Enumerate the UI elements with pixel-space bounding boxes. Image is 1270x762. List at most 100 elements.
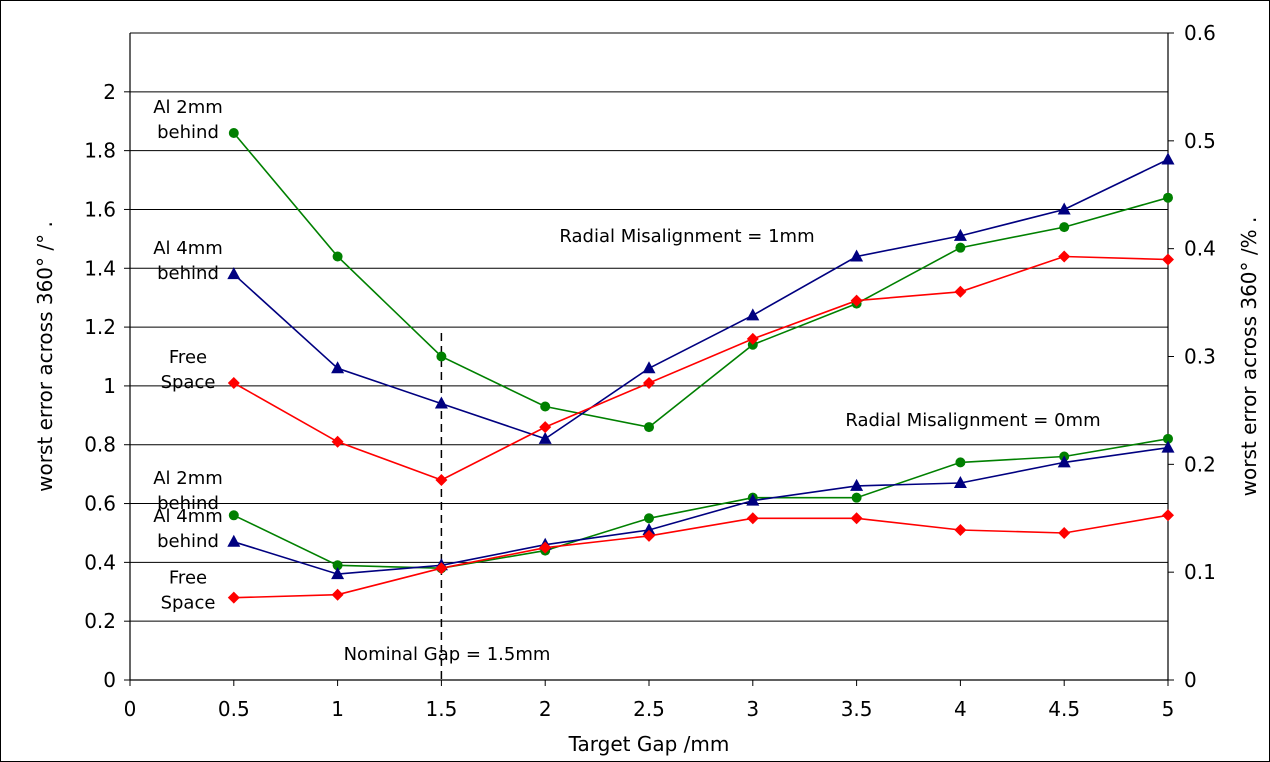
- y-tick-label: 0.2: [84, 609, 116, 633]
- data-point: [331, 588, 344, 601]
- y2-tick-label: 0.2: [1184, 452, 1216, 476]
- x-tick-label: 3.5: [841, 697, 873, 721]
- data-point: [538, 431, 552, 444]
- series-annotation: Al 2mm: [153, 97, 223, 118]
- x-tick-label: 1: [331, 697, 344, 721]
- data-point: [746, 308, 760, 321]
- y-tick-label: 2: [103, 80, 116, 104]
- data-point: [1163, 433, 1173, 444]
- x-tick-label: 2.5: [633, 697, 665, 721]
- data-point: [851, 492, 862, 503]
- data-point: [643, 376, 655, 389]
- data-point: [436, 351, 447, 362]
- series-annotation: Free: [169, 568, 207, 589]
- data-point: [643, 529, 655, 542]
- y-tick-label: 0.4: [84, 550, 116, 574]
- x-tick-label: 4: [954, 697, 967, 721]
- y2-tick-label: 0.5: [1184, 129, 1216, 153]
- x-tick-label: 0.5: [218, 697, 250, 721]
- series-annotation: Al 4mm: [153, 506, 223, 527]
- y2-tick-label: 0: [1184, 668, 1197, 692]
- data-point: [642, 361, 656, 374]
- data-point: [1162, 253, 1174, 266]
- data-point: [850, 294, 863, 307]
- nominal-gap-label: Nominal Gap = 1.5mm: [344, 644, 551, 665]
- y2-tick-label: 0.4: [1184, 237, 1216, 261]
- data-point: [642, 523, 656, 536]
- data-point: [540, 401, 551, 412]
- x-axis-title: Target Gap /mm: [568, 732, 730, 756]
- series-annotation: behind: [157, 263, 219, 284]
- data-point: [1057, 455, 1071, 468]
- data-point: [227, 591, 240, 604]
- data-point: [332, 560, 343, 571]
- data-point: [954, 285, 967, 298]
- series-annotation: behind: [157, 122, 219, 143]
- data-point: [434, 396, 448, 409]
- data-point: [850, 249, 864, 262]
- data-point: [1161, 440, 1175, 453]
- y-tick-label: 0.6: [84, 492, 116, 516]
- series-annotation: Space: [161, 372, 216, 393]
- series-line: [233, 514, 1169, 599]
- radial-misalignment-1mm-label: Radial Misalignment = 1mm: [559, 226, 814, 247]
- data-point: [539, 541, 552, 554]
- data-point: [331, 567, 345, 580]
- data-point: [227, 534, 241, 547]
- y-tick-label: 1: [103, 374, 116, 398]
- x-tick-label: 2: [539, 697, 552, 721]
- data-point: [746, 512, 759, 525]
- data-point: [228, 510, 239, 521]
- y2-tick-label: 0.3: [1184, 345, 1216, 369]
- data-point: [1058, 526, 1071, 539]
- data-point: [954, 524, 967, 537]
- series-annotation: Al 4mm: [153, 238, 223, 259]
- data-point: [331, 435, 344, 448]
- series-annotation: behind: [157, 493, 219, 514]
- series-line: [233, 446, 1169, 575]
- x-tick-label: 5: [1162, 697, 1175, 721]
- y-tick-label: 0.8: [84, 433, 116, 457]
- data-point: [1057, 202, 1071, 215]
- y-tick-label: 1.4: [84, 256, 116, 280]
- data-point: [227, 376, 240, 389]
- data-point: [227, 267, 241, 280]
- data-point: [435, 562, 448, 575]
- y-tick-label: 1.6: [84, 197, 116, 221]
- x-tick-label: 0: [124, 697, 137, 721]
- y-axis-title: worst error across 360° /° .: [33, 221, 57, 492]
- data-point: [1161, 152, 1175, 165]
- y-tick-label: 0: [103, 668, 116, 692]
- data-point: [435, 474, 448, 487]
- data-point: [1162, 509, 1174, 522]
- data-point: [644, 422, 654, 433]
- data-point: [955, 242, 966, 253]
- data-point: [644, 513, 654, 524]
- series-line: [233, 438, 1169, 570]
- data-point: [1163, 192, 1173, 203]
- series-line: [233, 132, 1169, 428]
- data-point: [332, 251, 343, 262]
- y2-tick-label: 0.1: [1184, 560, 1216, 584]
- data-point: [1058, 250, 1071, 263]
- radial-misalignment-0mm-label: Radial Misalignment = 0mm: [845, 410, 1100, 431]
- series-annotation: Space: [161, 593, 216, 614]
- x-tick-label: 4.5: [1048, 697, 1080, 721]
- x-tick-label: 1.5: [425, 697, 457, 721]
- data-point: [953, 228, 967, 241]
- series-annotation: behind: [157, 531, 219, 552]
- data-point: [953, 475, 967, 488]
- data-point: [850, 478, 864, 491]
- y2-axis-title: worst error across 360° /% .: [1237, 217, 1261, 497]
- data-point: [955, 457, 966, 468]
- data-point: [746, 493, 760, 506]
- data-point: [331, 361, 345, 374]
- x-tick-label: 3: [746, 697, 759, 721]
- y2-tick-label: 0.6: [1184, 21, 1216, 45]
- series-annotation: Free: [169, 347, 207, 368]
- data-point: [539, 421, 552, 434]
- data-point: [1059, 222, 1070, 233]
- y-tick-label: 1.2: [84, 315, 116, 339]
